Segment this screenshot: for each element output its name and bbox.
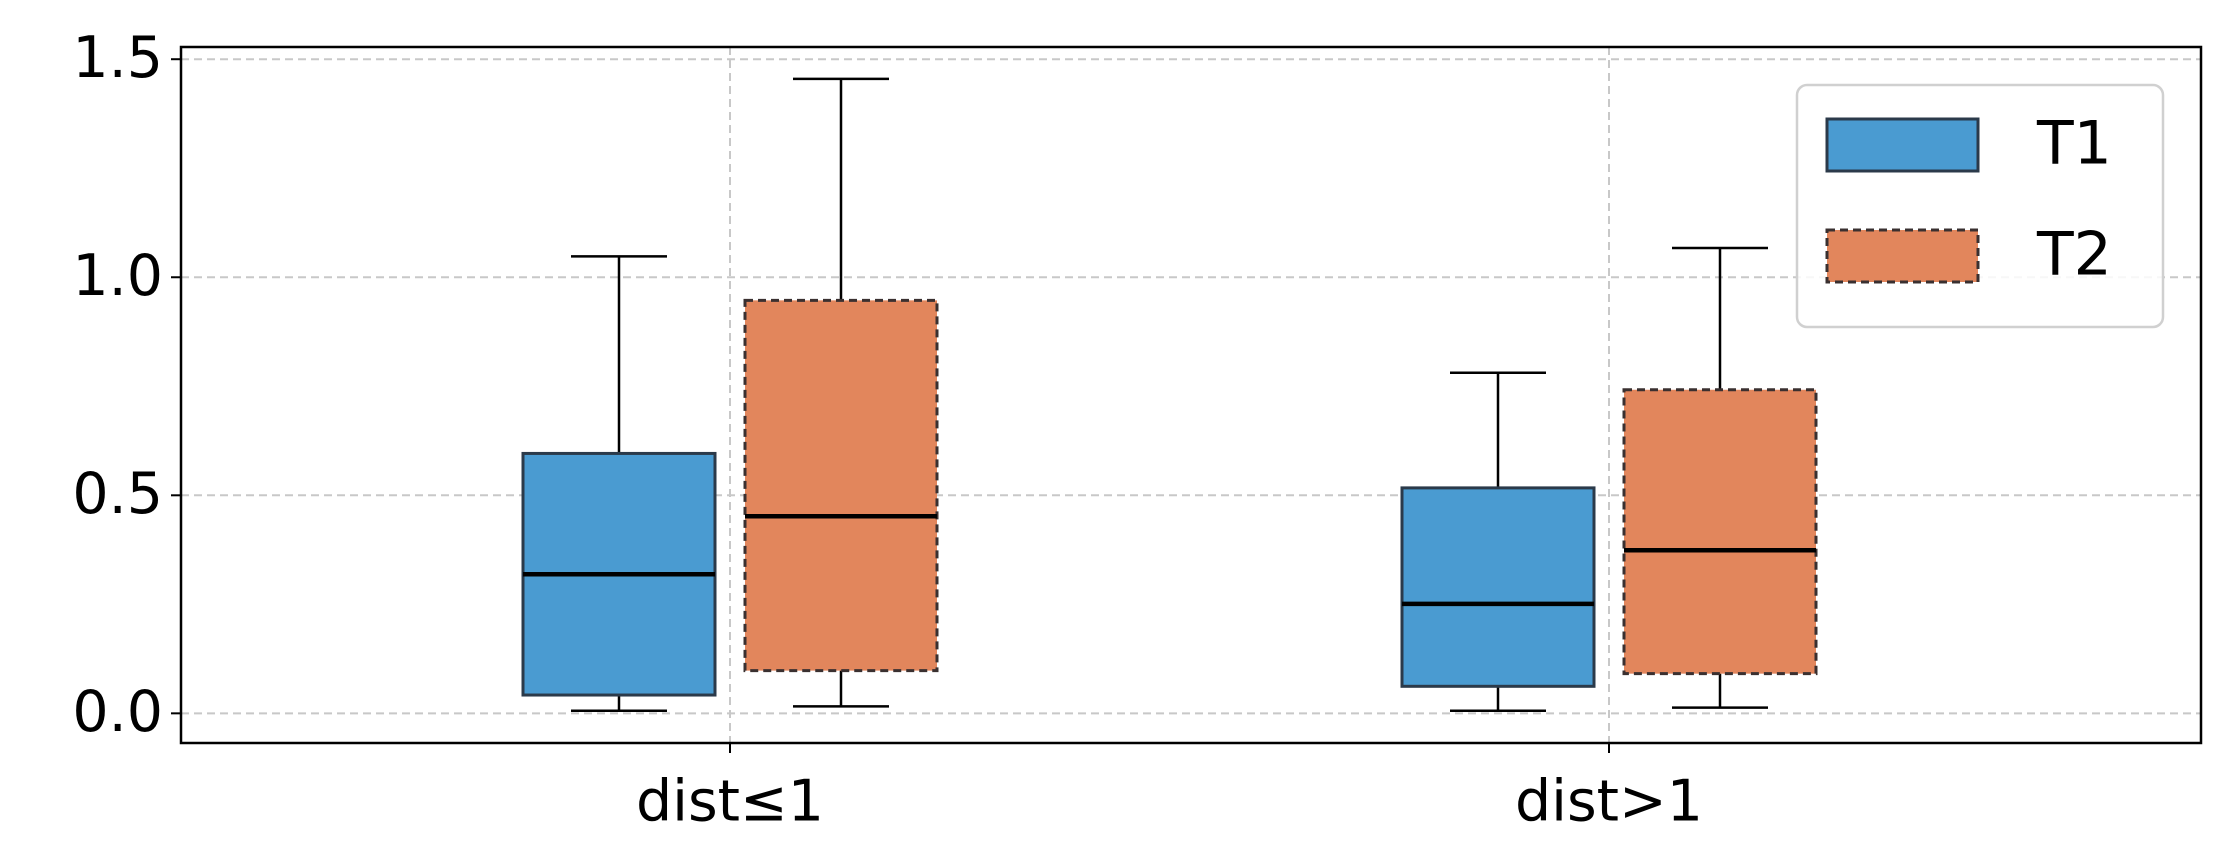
plot-frame xyxy=(179,45,2203,745)
y-tick-label: 0.5 xyxy=(72,461,163,527)
legend-label: T1 xyxy=(2036,109,2112,179)
x-tick-label: dist>1 xyxy=(1515,769,1703,835)
y-tick-label: 1.5 xyxy=(72,25,163,91)
box xyxy=(743,298,939,673)
y-tick-label: 1.0 xyxy=(72,243,163,309)
legend-swatch xyxy=(1825,117,1980,173)
legend-swatch xyxy=(1825,228,1980,284)
x-tick-label: dist≤1 xyxy=(636,769,824,835)
y-tick-label: 0.0 xyxy=(72,679,163,745)
legend-label: T2 xyxy=(2036,220,2112,290)
box xyxy=(1400,486,1596,688)
box xyxy=(1622,388,1818,676)
